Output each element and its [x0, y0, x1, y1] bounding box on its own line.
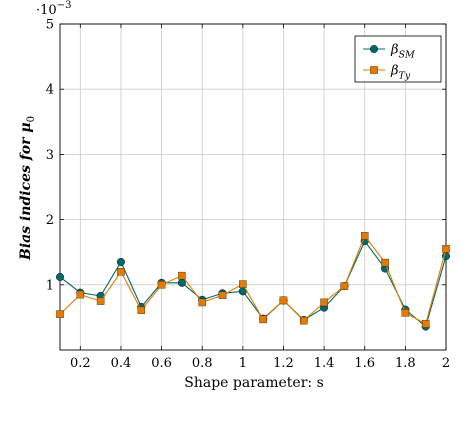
x-tick-label: 1 — [239, 356, 247, 371]
data-point-ty — [76, 290, 85, 299]
y-tick-label: 4 — [46, 83, 54, 98]
grid-layer — [60, 23, 447, 350]
data-point-ty — [218, 291, 227, 299]
series-line-sm — [59, 240, 447, 328]
x-tick-label: 2 — [442, 356, 450, 371]
data-point-ty — [198, 298, 206, 307]
data-point-sm — [177, 278, 186, 287]
x-tick-label: 1.8 — [395, 356, 416, 371]
legend-label-ty: βTy — [390, 64, 411, 82]
legend-label-sm: βSM — [390, 43, 415, 61]
x-axis-title: Shape parameter: s — [184, 375, 324, 391]
data-point-ty — [421, 320, 430, 328]
y-axis-exponent-label: ·10−3 — [36, 0, 71, 18]
data-point-sm — [116, 257, 125, 266]
x-tick-label: 0.6 — [151, 356, 172, 371]
data-point-ty — [259, 315, 267, 324]
y-tick-label: 3 — [46, 148, 54, 163]
data-point-ty — [300, 316, 308, 325]
y-tick-label: 2 — [46, 213, 54, 228]
data-point-ty — [117, 268, 125, 276]
data-point-ty — [320, 298, 328, 307]
data-point-ty — [360, 232, 369, 240]
data-point-ty — [178, 271, 186, 280]
x-tick-label: 1.2 — [273, 356, 294, 371]
data-point-ty — [137, 306, 146, 314]
legend: βSM βTy — [354, 35, 442, 83]
legend-marker-ty — [370, 66, 378, 74]
y-tick-label: 1 — [46, 278, 54, 293]
data-point-ty — [96, 297, 105, 305]
legend-box — [354, 35, 442, 83]
data-point-ty — [279, 296, 288, 305]
x-tick-label: 0.8 — [192, 356, 213, 371]
x-tick-label: 0.4 — [111, 356, 132, 371]
y-tick-label: 5 — [46, 18, 54, 33]
x-tick-label: 1.6 — [354, 356, 375, 371]
y-axis-title: Bias indices for μ0 — [18, 116, 37, 261]
plot-frame — [59, 23, 447, 351]
data-point-ty — [381, 258, 389, 267]
series-line-ty — [59, 234, 447, 325]
data-point-ty — [340, 282, 349, 290]
x-tick-label: 1.4 — [314, 356, 335, 371]
data-point-sm — [56, 272, 65, 281]
data-point-ty — [442, 245, 450, 253]
x-tick-label: 0.2 — [70, 356, 91, 371]
data-point-ty — [56, 310, 64, 318]
data-point-ty — [401, 309, 410, 317]
tick-layer: 0.2 0.4 0.6 0.8 1 1.2 1.4 1.6 1.8 2 1 2 3 4 5 — [46, 18, 450, 372]
legend-marker-sm — [370, 45, 379, 54]
data-point-ty — [157, 281, 166, 289]
data-point-ty — [239, 280, 247, 288]
series-layer — [56, 232, 451, 331]
